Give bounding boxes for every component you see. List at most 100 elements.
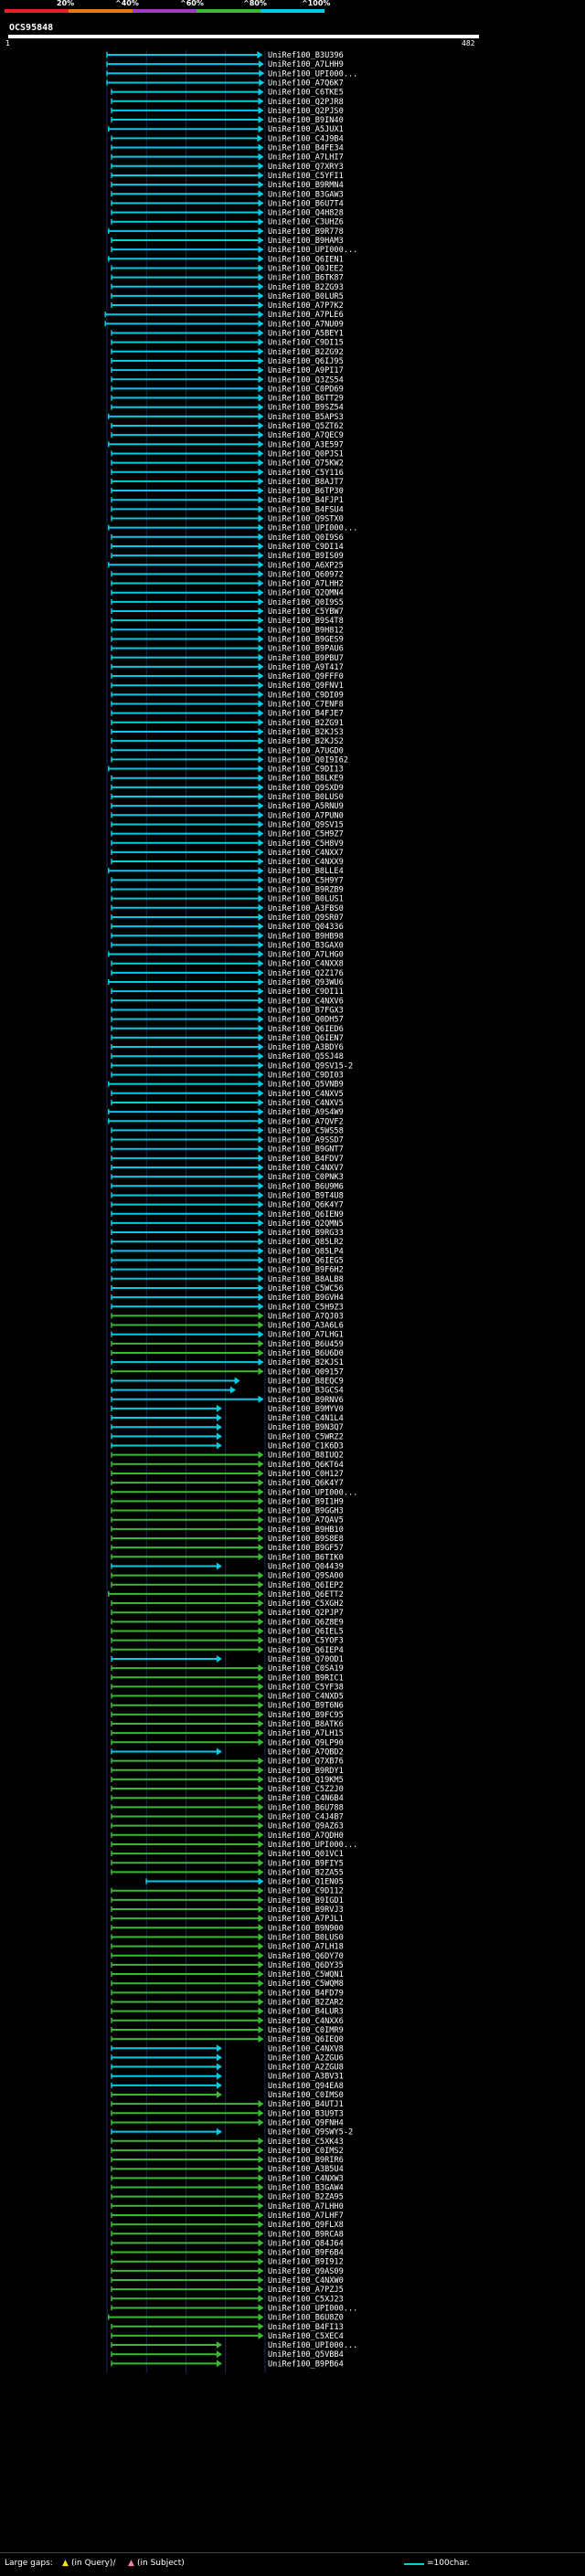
scale-label-40: ^40% xyxy=(115,0,139,7)
hit-label: UniRef100_C4NXV5 xyxy=(268,1099,344,1108)
hit-label: UniRef100_C5YF38 xyxy=(268,1683,344,1692)
hit-end-arrow xyxy=(258,1479,264,1487)
hit-row: UniRef100_A5JUX1 xyxy=(108,125,344,134)
hit-row: UniRef100_Q1EN05 xyxy=(145,1877,344,1887)
hit-label: UniRef100_B9IN40 xyxy=(268,116,344,125)
hit-row: UniRef100_A3FBS0 xyxy=(111,903,344,913)
hit-end-arrow xyxy=(258,1015,264,1023)
hit-row: UniRef100_B9RG33 xyxy=(111,1229,344,1238)
hit-label: UniRef100_B9IS09 xyxy=(268,552,344,561)
hit-label: UniRef100_B6TIK0 xyxy=(268,1553,344,1562)
hit-label: UniRef100_B3GAW4 xyxy=(268,2184,344,2193)
hit-row: UniRef100_B9GVH4 xyxy=(111,1293,344,1303)
hit-end-arrow xyxy=(216,1654,222,1663)
hit-end-arrow xyxy=(259,69,265,78)
hit-label: UniRef100_B9I912 xyxy=(268,2258,344,2267)
hit-end-arrow xyxy=(216,1432,222,1441)
hit-end-arrow xyxy=(258,579,264,587)
hit-end-arrow xyxy=(258,1812,264,1821)
hit-row: UniRef100_B9PAU6 xyxy=(111,644,344,654)
hit-label: UniRef100_Q85LP4 xyxy=(268,1247,344,1256)
hit-end-arrow xyxy=(258,1645,264,1653)
hit-label: UniRef100_C5XK43 xyxy=(268,2138,344,2147)
hit-row: UniRef100_B4FJE7 xyxy=(111,709,344,719)
hit-label: UniRef100_B2ZG91 xyxy=(268,719,344,728)
hit-end-arrow xyxy=(258,1293,264,1302)
hit-end-arrow xyxy=(258,2201,264,2210)
hit-end-arrow xyxy=(258,1636,264,1644)
hit-row: UniRef100_A7PLE6 xyxy=(104,311,344,320)
hit-end-arrow xyxy=(258,1729,264,1737)
hit-row: UniRef100_B8ALB8 xyxy=(111,1274,344,1284)
hit-label: UniRef100_C5YOF3 xyxy=(268,1637,344,1646)
hit-row: UniRef100_B9SZ54 xyxy=(111,403,344,413)
hit-end-arrow xyxy=(258,1071,264,1079)
hit-label: UniRef100_C4NXX6 xyxy=(268,2017,344,2026)
hit-label: UniRef100_C9DI13 xyxy=(268,765,344,775)
hit-row: UniRef100_B6TK87 xyxy=(111,273,344,283)
hit-label: UniRef100_B9T4U8 xyxy=(268,1191,344,1200)
hit-row: UniRef100_Q9SV15-2 xyxy=(111,1061,353,1071)
hit-end-arrow xyxy=(258,190,264,198)
hit-label: UniRef100_A5JUX1 xyxy=(268,125,344,134)
hit-label: UniRef100_C9DI09 xyxy=(268,691,344,700)
hit-end-arrow xyxy=(258,2248,264,2256)
hit-row: UniRef100_B9RNV6 xyxy=(111,1395,344,1405)
hit-end-arrow xyxy=(258,793,264,800)
hit-row: UniRef100_C4NXX9 xyxy=(111,858,344,867)
hit-end-arrow xyxy=(258,2174,264,2182)
hit-row: UniRef100_B9PB64 xyxy=(111,2360,344,2369)
hit-row: UniRef100_Q5VNB9 xyxy=(108,1080,344,1090)
hit-end-arrow xyxy=(258,1238,264,1246)
hit-row: UniRef100_Q7XRY3 xyxy=(111,162,344,172)
hit-end-arrow xyxy=(258,1599,264,1608)
hit-row: UniRef100_C5WC56 xyxy=(111,1283,344,1293)
hit-row: UniRef100_B9F6H2 xyxy=(111,1265,344,1275)
hit-label: UniRef100_C5XEC4 xyxy=(268,2332,344,2341)
hit-end-arrow xyxy=(216,2081,222,2089)
hit-row: UniRef100_UPI000... xyxy=(111,1488,357,1497)
hit-end-arrow xyxy=(216,2350,222,2359)
hit-label: UniRef100_B9RG33 xyxy=(268,1229,344,1238)
hit-end-arrow xyxy=(258,607,264,615)
hit-end-arrow xyxy=(258,2109,264,2117)
hit-end-arrow xyxy=(258,1173,264,1181)
hit-end-arrow xyxy=(258,255,264,263)
hit-row: UniRef100_B0LUR5 xyxy=(111,291,344,301)
hit-label: UniRef100_Q04439 xyxy=(268,1562,344,1571)
scale-line xyxy=(404,2563,424,2565)
hit-end-arrow xyxy=(258,1274,264,1283)
hit-end-arrow xyxy=(258,1942,264,1950)
hit-row: UniRef100_C0IMS0 xyxy=(111,2091,344,2100)
hit-row: UniRef100_C0PD69 xyxy=(111,385,344,394)
hit-end-arrow xyxy=(258,153,264,161)
hit-label: UniRef100_C5WRZ2 xyxy=(268,1432,344,1441)
scale-band-red xyxy=(5,9,69,13)
hit-end-arrow xyxy=(258,1868,264,1876)
hit-end-arrow xyxy=(258,755,264,764)
hit-row: UniRef100_C5XK43 xyxy=(111,2137,344,2147)
hit-row: UniRef100_A7LHI7 xyxy=(111,153,344,163)
hit-row: UniRef100_C1K6D3 xyxy=(111,1441,344,1452)
hit-label: UniRef100_B8EQC9 xyxy=(268,1377,344,1386)
hit-end-arrow xyxy=(216,2063,222,2071)
hit-row: UniRef100_UPI000... xyxy=(106,69,357,79)
hit-row: UniRef100_A3E597 xyxy=(108,440,344,449)
hit-row: UniRef100_B2KJS3 xyxy=(111,727,344,737)
hit-end-arrow xyxy=(258,2156,264,2164)
hit-end-arrow xyxy=(258,2035,264,2043)
hit-end-arrow xyxy=(258,2331,264,2339)
hit-row: UniRef100_A7PUN0 xyxy=(111,811,344,820)
hit-end-arrow xyxy=(216,2127,222,2136)
hit-end-arrow xyxy=(258,97,264,105)
hit-label: UniRef100_Q9FNV1 xyxy=(268,681,344,691)
hit-row: UniRef100_B2ZAR2 xyxy=(111,1998,344,2008)
hit-row: UniRef100_Q6IEN9 xyxy=(111,1209,344,1219)
hit-label: UniRef100_C4N1L4 xyxy=(268,1414,344,1423)
hit-end-arrow xyxy=(258,1265,264,1273)
hit-label: UniRef100_B3U9T3 xyxy=(268,2109,344,2118)
hit-label: UniRef100_A3B5U4 xyxy=(268,2165,344,2174)
hit-row: UniRef100_C5H8V9 xyxy=(111,839,344,849)
hit-row: UniRef100_Q6K4Y7 xyxy=(111,1200,344,1210)
hit-row: UniRef100_B2KJS2 xyxy=(111,737,344,746)
